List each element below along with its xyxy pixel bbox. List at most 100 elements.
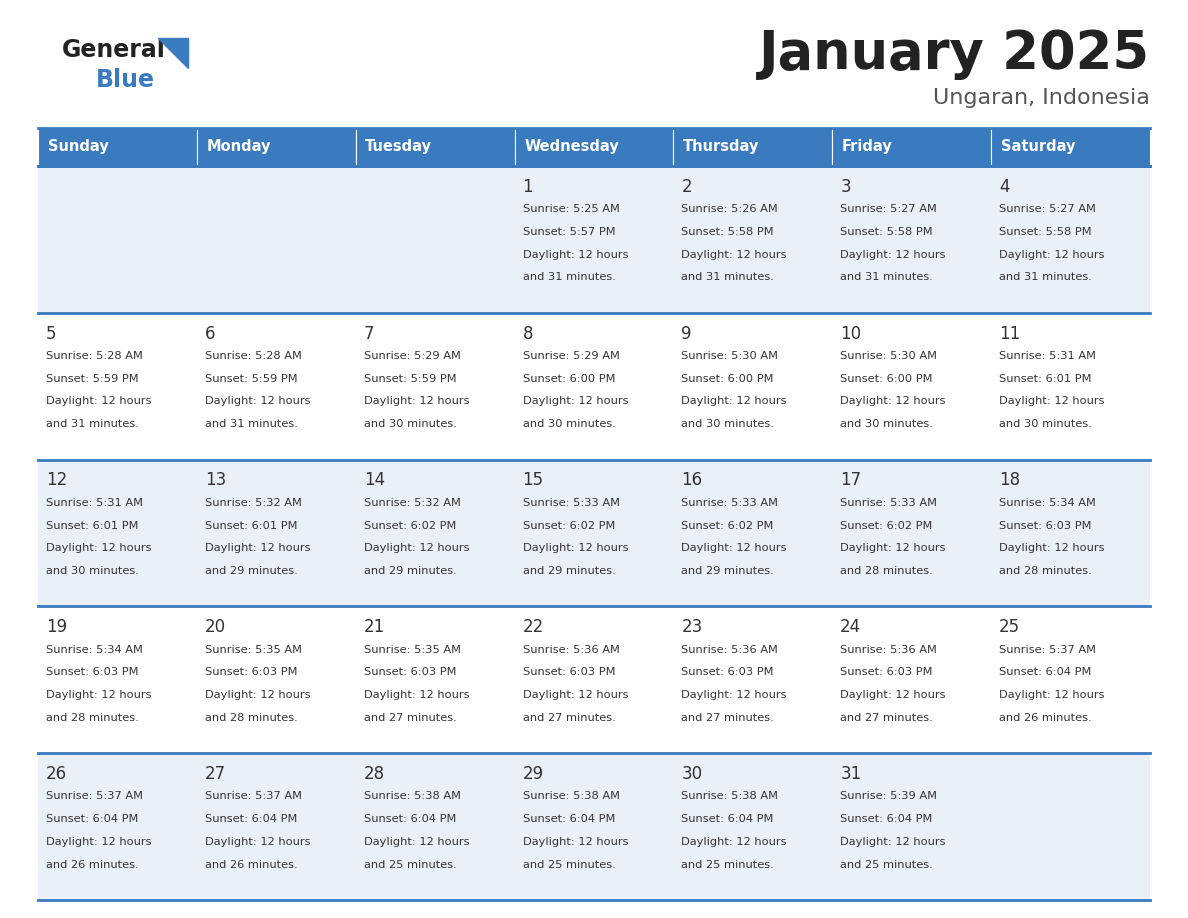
Text: and 30 minutes.: and 30 minutes. [999,420,1092,430]
Text: Sunset: 5:59 PM: Sunset: 5:59 PM [46,374,139,384]
Text: and 31 minutes.: and 31 minutes. [840,273,933,283]
Text: Daylight: 12 hours: Daylight: 12 hours [840,250,946,260]
Text: Sunrise: 5:25 AM: Sunrise: 5:25 AM [523,204,619,214]
Text: and 30 minutes.: and 30 minutes. [523,420,615,430]
Text: Sunset: 5:58 PM: Sunset: 5:58 PM [682,227,775,237]
Text: and 31 minutes.: and 31 minutes. [46,420,139,430]
Text: Sunrise: 5:35 AM: Sunrise: 5:35 AM [364,644,461,655]
Text: Sunset: 6:02 PM: Sunset: 6:02 PM [364,521,456,531]
Text: 8: 8 [523,325,533,342]
Text: and 25 minutes.: and 25 minutes. [682,859,775,869]
Text: 3: 3 [840,178,851,196]
Text: Sunrise: 5:33 AM: Sunrise: 5:33 AM [523,498,619,508]
Text: Blue: Blue [96,68,154,92]
FancyBboxPatch shape [38,313,1150,460]
Text: Monday: Monday [207,140,271,154]
Text: Daylight: 12 hours: Daylight: 12 hours [523,837,628,847]
Text: Daylight: 12 hours: Daylight: 12 hours [682,397,786,407]
Text: Sunset: 6:03 PM: Sunset: 6:03 PM [682,667,773,677]
Text: Sunset: 6:03 PM: Sunset: 6:03 PM [523,667,615,677]
Text: Daylight: 12 hours: Daylight: 12 hours [523,543,628,554]
Text: Sunrise: 5:37 AM: Sunrise: 5:37 AM [46,791,143,801]
Text: 28: 28 [364,765,385,783]
Text: and 31 minutes.: and 31 minutes. [682,273,775,283]
Text: 20: 20 [204,618,226,636]
Text: Daylight: 12 hours: Daylight: 12 hours [840,397,946,407]
Text: Sunrise: 5:30 AM: Sunrise: 5:30 AM [682,351,778,361]
Text: Sunset: 5:58 PM: Sunset: 5:58 PM [840,227,933,237]
Text: 22: 22 [523,618,544,636]
Text: Daylight: 12 hours: Daylight: 12 hours [682,690,786,700]
Text: 16: 16 [682,471,702,489]
Text: Sunset: 6:03 PM: Sunset: 6:03 PM [999,521,1092,531]
Text: 13: 13 [204,471,226,489]
Text: and 25 minutes.: and 25 minutes. [364,859,456,869]
Text: Daylight: 12 hours: Daylight: 12 hours [46,397,151,407]
Text: Sunrise: 5:28 AM: Sunrise: 5:28 AM [204,351,302,361]
Text: Sunset: 6:03 PM: Sunset: 6:03 PM [840,667,933,677]
Text: Daylight: 12 hours: Daylight: 12 hours [46,543,151,554]
Text: Sunrise: 5:32 AM: Sunrise: 5:32 AM [364,498,461,508]
Text: Sunrise: 5:37 AM: Sunrise: 5:37 AM [204,791,302,801]
Text: 29: 29 [523,765,544,783]
Text: Sunset: 6:03 PM: Sunset: 6:03 PM [46,667,139,677]
Text: Daylight: 12 hours: Daylight: 12 hours [204,837,310,847]
Text: Daylight: 12 hours: Daylight: 12 hours [682,543,786,554]
FancyBboxPatch shape [38,460,1150,607]
Text: Sunset: 6:03 PM: Sunset: 6:03 PM [204,667,297,677]
Text: Sunrise: 5:31 AM: Sunrise: 5:31 AM [999,351,1097,361]
Text: 15: 15 [523,471,544,489]
Text: Sunset: 6:04 PM: Sunset: 6:04 PM [46,814,138,824]
Text: 1: 1 [523,178,533,196]
Text: Daylight: 12 hours: Daylight: 12 hours [204,397,310,407]
Text: Sunrise: 5:33 AM: Sunrise: 5:33 AM [682,498,778,508]
Text: and 30 minutes.: and 30 minutes. [46,566,139,576]
Text: and 31 minutes.: and 31 minutes. [204,420,298,430]
Text: Sunset: 6:00 PM: Sunset: 6:00 PM [840,374,933,384]
Text: and 30 minutes.: and 30 minutes. [682,420,775,430]
Text: and 29 minutes.: and 29 minutes. [523,566,615,576]
Text: 7: 7 [364,325,374,342]
Text: and 26 minutes.: and 26 minutes. [204,859,297,869]
FancyBboxPatch shape [38,166,1150,313]
Text: and 29 minutes.: and 29 minutes. [204,566,297,576]
Text: and 31 minutes.: and 31 minutes. [523,273,615,283]
FancyBboxPatch shape [197,128,355,166]
Text: and 27 minutes.: and 27 minutes. [682,713,775,722]
Text: Sunrise: 5:27 AM: Sunrise: 5:27 AM [999,204,1097,214]
Text: Daylight: 12 hours: Daylight: 12 hours [523,690,628,700]
Text: Sunset: 6:04 PM: Sunset: 6:04 PM [364,814,456,824]
Text: Friday: Friday [842,140,892,154]
Text: Sunset: 6:04 PM: Sunset: 6:04 PM [840,814,933,824]
Text: Daylight: 12 hours: Daylight: 12 hours [840,543,946,554]
Text: Sunrise: 5:32 AM: Sunrise: 5:32 AM [204,498,302,508]
Text: Saturday: Saturday [1000,140,1075,154]
Text: Sunset: 6:01 PM: Sunset: 6:01 PM [46,521,139,531]
Text: Sunset: 6:00 PM: Sunset: 6:00 PM [523,374,615,384]
Text: Sunset: 5:59 PM: Sunset: 5:59 PM [364,374,456,384]
Text: and 26 minutes.: and 26 minutes. [46,859,139,869]
Text: Sunrise: 5:36 AM: Sunrise: 5:36 AM [840,644,937,655]
Text: and 29 minutes.: and 29 minutes. [364,566,456,576]
Text: Sunrise: 5:36 AM: Sunrise: 5:36 AM [523,644,619,655]
Text: 14: 14 [364,471,385,489]
FancyBboxPatch shape [991,128,1150,166]
Polygon shape [158,38,188,68]
Text: Sunrise: 5:38 AM: Sunrise: 5:38 AM [364,791,461,801]
Text: Daylight: 12 hours: Daylight: 12 hours [364,397,469,407]
Text: 2: 2 [682,178,691,196]
Text: 19: 19 [46,618,67,636]
Text: Sunset: 6:04 PM: Sunset: 6:04 PM [204,814,297,824]
Text: Daylight: 12 hours: Daylight: 12 hours [682,250,786,260]
Text: January 2025: January 2025 [759,28,1150,80]
Text: Sunrise: 5:39 AM: Sunrise: 5:39 AM [840,791,937,801]
Text: Sunrise: 5:27 AM: Sunrise: 5:27 AM [840,204,937,214]
Text: Daylight: 12 hours: Daylight: 12 hours [364,543,469,554]
Text: and 28 minutes.: and 28 minutes. [204,713,297,722]
Text: 26: 26 [46,765,67,783]
Text: 25: 25 [999,618,1020,636]
Text: 12: 12 [46,471,68,489]
FancyBboxPatch shape [38,128,197,166]
FancyBboxPatch shape [38,607,1150,753]
Text: Sunset: 5:58 PM: Sunset: 5:58 PM [999,227,1092,237]
